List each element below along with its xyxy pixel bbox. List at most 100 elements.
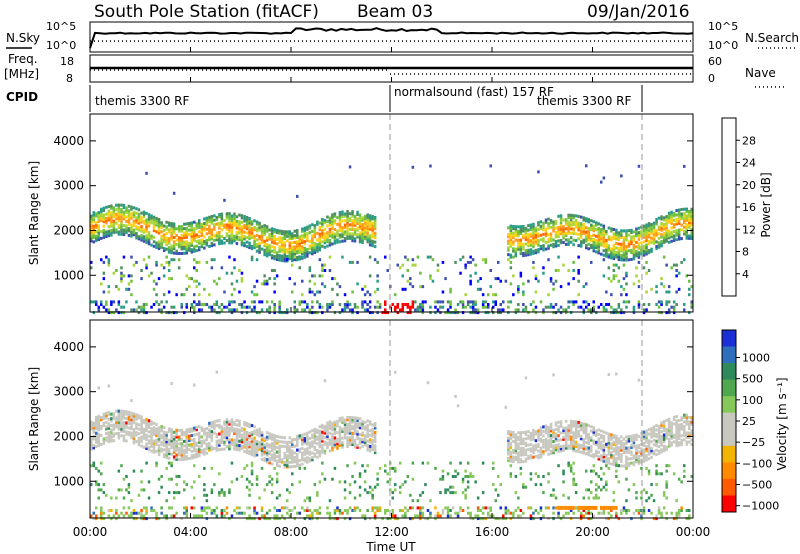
velocity-cell	[180, 455, 183, 459]
velocity-cell	[253, 438, 256, 442]
power-cell	[346, 230, 349, 234]
power-cell	[117, 300, 121, 304]
velocity-cell	[150, 427, 153, 431]
power-cell	[615, 308, 618, 312]
power-cell	[263, 251, 266, 254]
velocity-cell	[524, 432, 528, 436]
velocity-cell	[296, 437, 299, 441]
power-cell	[283, 237, 286, 240]
power-cell	[559, 241, 563, 245]
velocity-cell	[574, 491, 578, 495]
velocity-cell	[278, 448, 281, 452]
velocity-cell	[512, 435, 515, 439]
velocity-cell	[587, 451, 590, 454]
velocity-cell	[185, 437, 188, 441]
velocity-cell	[142, 517, 146, 521]
power-cell	[376, 305, 379, 309]
power-cell	[660, 311, 663, 315]
power-cell	[630, 228, 633, 232]
power-cell	[637, 242, 641, 246]
power-cell	[122, 215, 126, 219]
velocity-cell	[145, 417, 148, 421]
power-cell	[283, 230, 286, 234]
power-cell	[338, 215, 342, 219]
power-cell	[577, 279, 580, 283]
power-cell	[95, 223, 98, 227]
velocity-cell	[509, 453, 513, 456]
power-cell	[585, 237, 588, 241]
power-cell	[225, 234, 229, 238]
velocity-cell	[193, 444, 196, 448]
power-cell	[625, 271, 628, 275]
velocity-cell	[517, 435, 520, 439]
velocity-cell	[522, 460, 525, 464]
velocity-cell	[132, 430, 136, 434]
velocity-cell	[117, 436, 121, 440]
power-cell	[539, 224, 543, 228]
power-cell	[110, 233, 113, 237]
velocity-cell	[519, 435, 523, 439]
velocity-cell	[258, 429, 261, 433]
power-cell	[625, 293, 628, 297]
velocity-cell	[293, 444, 296, 448]
power-cell	[547, 305, 550, 309]
power-cell	[537, 250, 540, 254]
velocity-cell	[504, 509, 508, 512]
velocity-cell	[394, 488, 397, 492]
velocity-cell	[190, 445, 193, 449]
power-cell	[559, 311, 563, 315]
velocity-cell	[253, 447, 256, 451]
power-cell	[303, 240, 307, 244]
power-cell	[642, 231, 646, 235]
power-cell	[283, 232, 286, 236]
power-cell	[240, 234, 244, 238]
power-cell	[296, 256, 299, 259]
power-cell	[220, 303, 224, 306]
velocity-cell	[291, 460, 294, 464]
velocity-cell	[291, 449, 294, 453]
velocity-cell	[291, 509, 294, 512]
power-cell	[120, 266, 123, 270]
velocity-cell	[223, 427, 226, 431]
velocity-cell	[371, 423, 374, 427]
power-cell	[270, 231, 274, 235]
velocity-cell	[466, 475, 470, 478]
power-cell	[587, 229, 590, 233]
velocity-cell	[461, 480, 465, 484]
power-cell	[632, 248, 636, 252]
nsky-line	[89, 27, 694, 49]
velocity-cell	[263, 445, 266, 449]
power-cell	[625, 231, 628, 235]
velocity-cell	[130, 422, 133, 426]
power-cell	[351, 239, 354, 243]
velocity-cell	[567, 430, 570, 434]
power-cell	[585, 164, 588, 168]
power-cell	[140, 234, 143, 238]
velocity-cell	[243, 423, 246, 427]
velocity-cell	[102, 511, 106, 515]
velocity-cell	[509, 441, 513, 445]
power-cell	[544, 220, 548, 224]
power-cell	[107, 260, 111, 264]
velocity-cell	[564, 505, 568, 510]
velocity-cell	[376, 483, 379, 487]
velocity-cell	[248, 445, 251, 449]
power-cell	[210, 266, 214, 270]
velocity-cell	[326, 432, 329, 436]
power-cell	[625, 274, 628, 278]
power-cell	[557, 232, 560, 236]
velocity-cell	[376, 509, 379, 512]
power-cell	[547, 246, 550, 250]
power-cell	[115, 285, 118, 289]
velocity-cell	[142, 436, 146, 440]
velocity-cell	[514, 455, 518, 459]
power-cell	[600, 252, 603, 256]
velocity-cell	[250, 469, 254, 473]
power-cell	[296, 229, 299, 233]
power-cell	[672, 300, 676, 304]
power-cell	[607, 253, 611, 257]
power-cell	[122, 203, 126, 207]
velocity-cell	[371, 506, 374, 510]
velocity-cell	[112, 416, 116, 420]
power-cell	[185, 251, 188, 255]
